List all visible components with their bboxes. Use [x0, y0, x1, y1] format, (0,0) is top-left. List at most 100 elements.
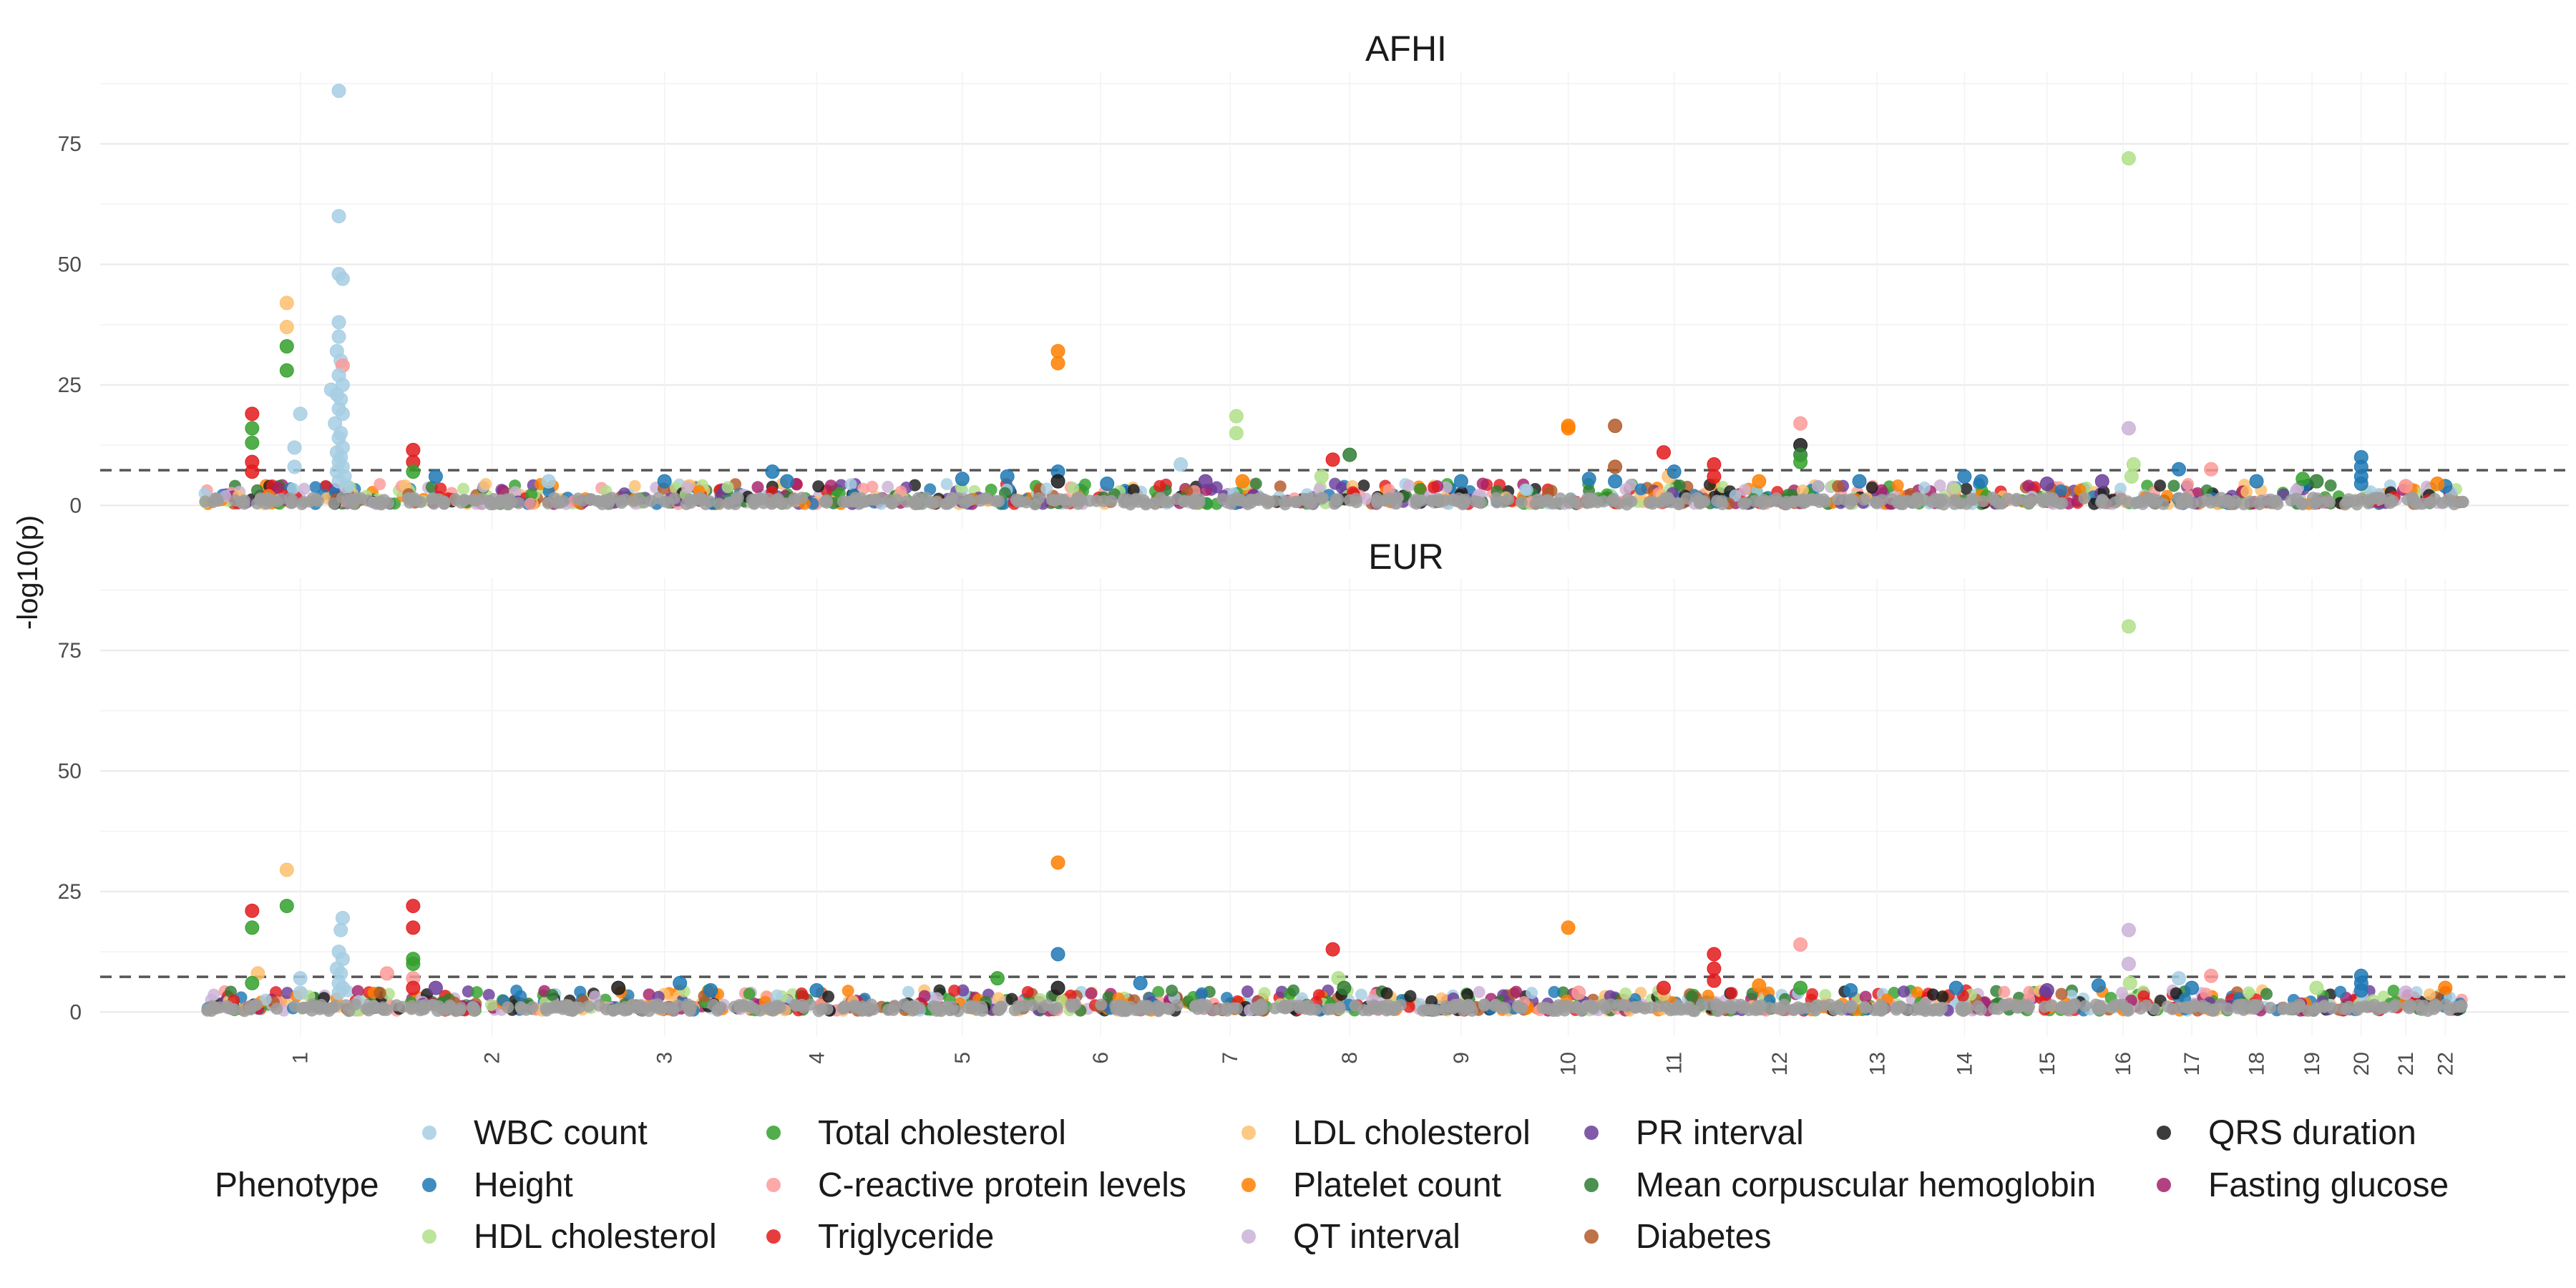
chromosome-tick-label: 22	[2434, 1052, 2457, 1075]
snp-point	[957, 984, 970, 997]
hit-point	[1657, 445, 1672, 460]
snp-point	[2260, 987, 2273, 1000]
snp-point	[1330, 493, 1342, 506]
snp-point	[229, 494, 242, 507]
snp-point	[621, 1003, 634, 1016]
snp-point	[2410, 986, 2423, 999]
hit-point	[331, 209, 346, 224]
snp-point	[1095, 998, 1108, 1011]
snp-point	[1831, 493, 1844, 506]
snp-point	[1869, 495, 1882, 508]
snp-point	[1535, 496, 1548, 509]
hit-point	[1948, 980, 1963, 995]
snp-point	[2161, 1000, 2174, 1013]
snp-point	[2054, 484, 2067, 497]
snp-point	[2122, 496, 2135, 509]
hit-point	[1314, 469, 1329, 484]
chromosome-tick-label: 16	[2112, 1052, 2135, 1075]
snp-point	[738, 1000, 751, 1013]
snp-point	[1933, 479, 1946, 492]
snp-point	[1885, 492, 1898, 505]
hit-point	[2249, 474, 2264, 489]
chromosome-tick-label: 7	[1219, 1052, 1242, 1064]
snp-point	[1711, 494, 1724, 507]
snp-point	[1675, 1003, 1688, 1016]
hit-point	[245, 421, 260, 436]
snp-point	[918, 990, 931, 1002]
snp-point	[1415, 494, 1428, 507]
snp-point	[2311, 1002, 2323, 1015]
snp-point	[1166, 985, 1179, 997]
snp-point	[713, 497, 726, 510]
legend-swatch	[2157, 1126, 2171, 1140]
snp-point	[1380, 987, 1393, 1000]
hit-point	[335, 271, 350, 286]
snp-point	[238, 1005, 251, 1018]
snp-point	[1511, 1000, 1524, 1013]
snp-point	[2228, 494, 2241, 507]
y-axis-label: -log10(p)	[12, 515, 44, 630]
legend-label: Fasting glucose	[2208, 1166, 2449, 1204]
snp-point	[225, 1002, 238, 1015]
snp-point	[707, 998, 720, 1011]
hit-point	[2122, 975, 2137, 990]
snp-point	[1974, 1003, 1987, 1016]
snp-point	[866, 480, 879, 493]
hit-point	[245, 975, 260, 990]
hit-point	[703, 983, 718, 997]
snp-point	[1948, 497, 1961, 510]
legend-label: HDL cholesterol	[474, 1218, 717, 1256]
legend-item: Platelet count	[1241, 1166, 1501, 1204]
snp-point	[1152, 985, 1165, 998]
snp-point	[647, 999, 660, 1012]
snp-point	[546, 988, 559, 1001]
snp-point	[457, 482, 470, 495]
snp-point	[680, 481, 693, 494]
snp-point	[643, 988, 655, 1001]
snp-point	[1131, 1004, 1143, 1017]
snp-point	[1360, 492, 1372, 505]
hit-point	[293, 985, 308, 1000]
snp-point	[888, 1000, 901, 1013]
snp-point	[975, 1000, 988, 1013]
chromosome-tick-label: 21	[2394, 1052, 2418, 1075]
snp-point	[867, 1003, 880, 1016]
snp-point	[540, 1004, 553, 1017]
hit-point	[279, 320, 294, 335]
snp-point	[743, 987, 756, 1000]
hit-point	[1752, 474, 1767, 489]
hit-point	[1561, 920, 1576, 935]
legend-label: LDL cholesterol	[1293, 1114, 1531, 1152]
snp-point	[628, 479, 641, 492]
snp-point	[1428, 481, 1440, 494]
snp-point	[287, 482, 300, 495]
legend-swatch	[2157, 1178, 2171, 1192]
snp-point	[1495, 1001, 1508, 1014]
hit-point	[1229, 409, 1244, 424]
snp-point	[288, 1000, 301, 1013]
snp-point	[1021, 985, 1034, 998]
snp-point	[1911, 986, 1923, 999]
legend-label: Diabetes	[1636, 1218, 1771, 1256]
legend-item: Triglyceride	[766, 1218, 994, 1256]
snp-point	[2135, 1002, 2147, 1015]
snp-point	[824, 479, 837, 492]
snp-point	[1041, 999, 1054, 1012]
hit-point	[245, 920, 260, 935]
hit-point	[1608, 419, 1623, 434]
snp-point	[1446, 494, 1459, 507]
legend-item: Fasting glucose	[2157, 1166, 2449, 1204]
snp-point	[1828, 1003, 1840, 1016]
snp-point	[525, 488, 538, 501]
snp-point	[1329, 477, 1342, 490]
legend-swatch	[1584, 1126, 1599, 1140]
snp-point	[1244, 496, 1257, 509]
snp-point	[690, 493, 703, 506]
snp-point	[1548, 985, 1561, 998]
snp-point	[2386, 1000, 2399, 1013]
snp-point	[1274, 480, 1287, 493]
snp-point	[902, 985, 914, 998]
snp-point	[836, 1002, 849, 1015]
hit-point	[2353, 477, 2368, 491]
